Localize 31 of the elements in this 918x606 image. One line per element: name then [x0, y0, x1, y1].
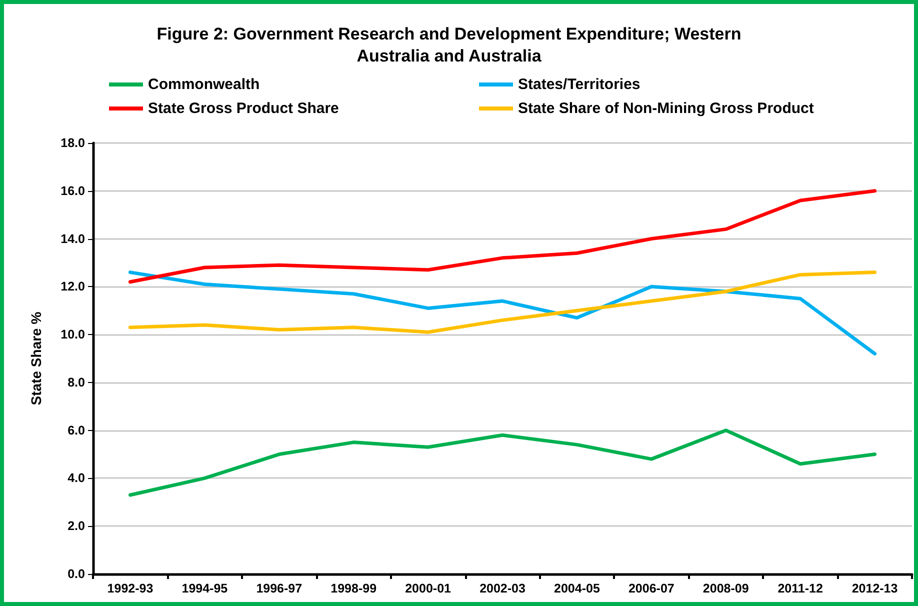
- x-tick-label: 1994-95: [182, 582, 228, 596]
- line-series: [128, 189, 877, 284]
- y-tick-label: 0.0: [68, 567, 86, 581]
- legend-label: State Share of Non-Mining Gross Product: [518, 100, 814, 117]
- line-series: [128, 428, 877, 497]
- line-series: [128, 270, 877, 334]
- y-tick-label: 4.0: [68, 471, 86, 486]
- y-axis-title: State Share %: [28, 311, 44, 406]
- legend-label: States/Territories: [518, 76, 640, 93]
- line-series: [128, 270, 877, 356]
- x-tick-label: 2004-05: [554, 582, 600, 596]
- y-tick-label: 8.0: [68, 375, 86, 390]
- y-tick-label: 6.0: [68, 423, 86, 438]
- x-tick-label: 2008-09: [702, 582, 749, 596]
- x-tick-label: 1996-97: [256, 582, 302, 596]
- x-tick-label: 1992-93: [107, 582, 154, 596]
- y-tick-label: 10.0: [60, 328, 86, 342]
- legend-label: Commonwealth: [148, 76, 260, 93]
- y-tick-label: 18.0: [60, 136, 86, 150]
- legend-label: State Gross Product Share: [148, 100, 339, 117]
- y-tick-label: 12.0: [60, 280, 86, 294]
- x-tick-label: 2012-13: [852, 582, 898, 596]
- x-tick-label: 2011-12: [778, 582, 823, 596]
- x-tick-label: 2002-03: [480, 582, 526, 596]
- y-tick-label: 2.0: [68, 519, 86, 534]
- y-tick-label: 14.0: [60, 232, 86, 246]
- x-tick-label: 2000-01: [405, 582, 452, 596]
- y-tick-label: 16.0: [60, 184, 86, 198]
- chart-title: Figure 2: Government Research and Development Expenditure; Western Australia and Australia: [156, 24, 742, 66]
- x-tick-label: 2006-07: [628, 582, 674, 596]
- x-tick-label: 1998-99: [330, 582, 377, 596]
